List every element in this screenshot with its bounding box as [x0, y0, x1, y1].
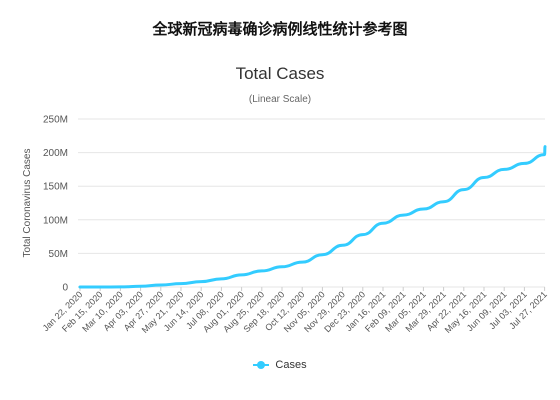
y-tick-label: 200M	[43, 148, 68, 159]
y-axis-ticks: 0 50M 100M 150M 200M 250M	[43, 115, 68, 294]
series-line-cases[interactable]	[78, 145, 547, 289]
grid-lines	[78, 118, 545, 288]
y-tick-label: 100M	[43, 215, 68, 226]
chart-title: Total Cases	[235, 64, 325, 83]
y-tick-label: 50M	[49, 249, 68, 260]
y-tick-label: 150M	[43, 182, 68, 193]
legend-item-cases[interactable]: Cases	[0, 359, 560, 371]
page-heading: 全球新冠病毒确诊病例线性统计参考图	[152, 20, 408, 38]
series-layer	[78, 145, 547, 289]
legend-line-marker-icon	[253, 361, 270, 370]
y-tick-label: 250M	[43, 115, 68, 126]
chart-subtitle: (Linear Scale)	[248, 94, 312, 105]
y-tick-label: 0	[62, 283, 68, 294]
y-axis-label: Total Coronavirus Cases	[22, 149, 33, 258]
legend-label: Cases	[275, 359, 307, 372]
